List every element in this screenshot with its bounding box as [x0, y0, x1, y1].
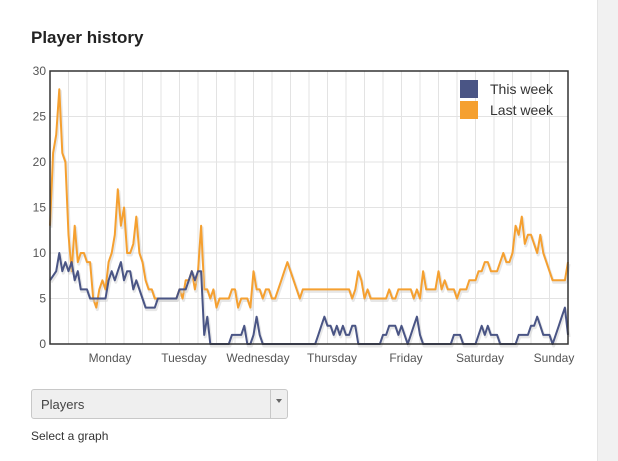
chart-svg: 0 5 10 15 20 25 30 Monday Tuesday Wednesday Thursd… — [33, 64, 575, 365]
x-tick-label: Wednesday — [226, 351, 289, 365]
y-tick-label: 10 — [33, 246, 47, 260]
graph-select-hint: Select a graph — [31, 429, 109, 443]
chevron-down-icon[interactable] — [276, 399, 282, 403]
player-history-chart: 0 5 10 15 20 25 30 Monday Tuesday Wednesday Thursd… — [33, 64, 575, 365]
legend-swatch — [460, 101, 478, 119]
graph-select-value: Players — [41, 397, 85, 412]
page-title: Player history — [31, 28, 144, 47]
legend-label: This week — [490, 81, 554, 97]
graph-select-divider — [270, 390, 271, 418]
x-tick-label: Saturday — [456, 351, 504, 365]
x-tick-label: Tuesday — [161, 351, 207, 365]
legend-label: Last week — [490, 102, 554, 118]
x-tick-label: Sunday — [534, 351, 575, 365]
series-line — [49, 88, 569, 309]
y-tick-label: 0 — [39, 337, 46, 351]
y-tick-label: 25 — [33, 110, 47, 124]
y-tick-label: 30 — [33, 64, 47, 78]
plot-border — [49, 70, 569, 345]
x-tick-label: Friday — [389, 351, 422, 365]
x-tick-label: Thursday — [307, 351, 357, 365]
y-tick-label: 15 — [33, 201, 47, 215]
legend-swatch — [460, 80, 478, 98]
x-tick-label: Monday — [89, 351, 132, 365]
y-tick-label: 5 — [39, 292, 46, 306]
y-tick-label: 20 — [33, 155, 47, 169]
graph-select[interactable]: Players — [31, 389, 288, 419]
page-scrollbar[interactable] — [597, 0, 618, 461]
